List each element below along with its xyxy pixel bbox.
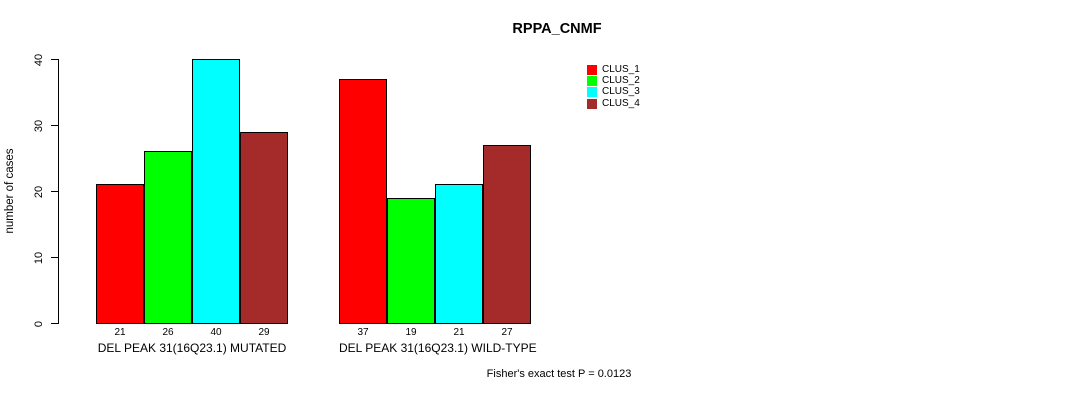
y-tick-label: 40 xyxy=(33,53,45,66)
bar-value-label: 29 xyxy=(258,327,270,338)
bar-value-label: 37 xyxy=(357,327,369,338)
legend-swatch-icon xyxy=(587,98,597,109)
legend-swatch-icon xyxy=(587,75,597,86)
legend-swatch-icon xyxy=(587,87,597,98)
bar-value-label: 40 xyxy=(210,327,222,338)
group-label-2: DEL PEAK 31(16Q23.1) WILD-TYPE xyxy=(339,341,537,355)
legend-label: CLUS_1 xyxy=(602,63,640,75)
y-tick-label: 10 xyxy=(33,251,45,264)
y-tick-mark xyxy=(51,191,58,192)
annotation-text: Fisher's exact test P = 0.0123 xyxy=(486,368,632,380)
bar-clus_2-group1 xyxy=(144,151,192,324)
bar-clus_4-group1 xyxy=(240,132,288,324)
bar-clus_4-group2 xyxy=(483,145,531,324)
legend-label: CLUS_4 xyxy=(602,97,640,109)
bar-value-label: 21 xyxy=(114,327,126,338)
legend-row: CLUS_3 xyxy=(587,87,640,98)
bar-clus_2-group2 xyxy=(387,198,435,324)
bar-clus_1-group2 xyxy=(339,79,387,324)
bar-value-label: 27 xyxy=(501,327,513,338)
bar-clus_3-group1 xyxy=(192,59,240,324)
bar-value-label: 21 xyxy=(453,327,465,338)
y-tick-label: 0 xyxy=(33,320,45,327)
legend-row: CLUS_2 xyxy=(587,75,640,86)
legend-label: CLUS_2 xyxy=(602,74,640,86)
bar-clus_3-group2 xyxy=(435,184,483,324)
legend: CLUS_1 CLUS_2 CLUS_3 CLUS_4 xyxy=(587,64,640,109)
y-tick-mark xyxy=(51,323,58,324)
legend-row: CLUS_1 xyxy=(587,64,640,75)
y-axis-label: number of cases xyxy=(4,148,16,234)
y-tick-label: 20 xyxy=(33,185,45,198)
group-label-1: DEL PEAK 31(16Q23.1) MUTATED xyxy=(97,341,287,355)
y-tick-mark xyxy=(51,125,58,126)
chart-title: RPPA_CNMF xyxy=(512,21,602,37)
y-tick-mark xyxy=(51,59,58,60)
bar-value-label: 26 xyxy=(162,327,174,338)
y-tick-label: 30 xyxy=(33,119,45,132)
y-axis-line xyxy=(58,59,59,324)
legend-label: CLUS_3 xyxy=(602,86,640,98)
y-tick-mark xyxy=(51,257,58,258)
bar-value-label: 19 xyxy=(405,327,417,338)
legend-swatch-icon xyxy=(587,64,597,75)
bar-clus_1-group1 xyxy=(96,184,144,324)
legend-row: CLUS_4 xyxy=(587,98,640,109)
